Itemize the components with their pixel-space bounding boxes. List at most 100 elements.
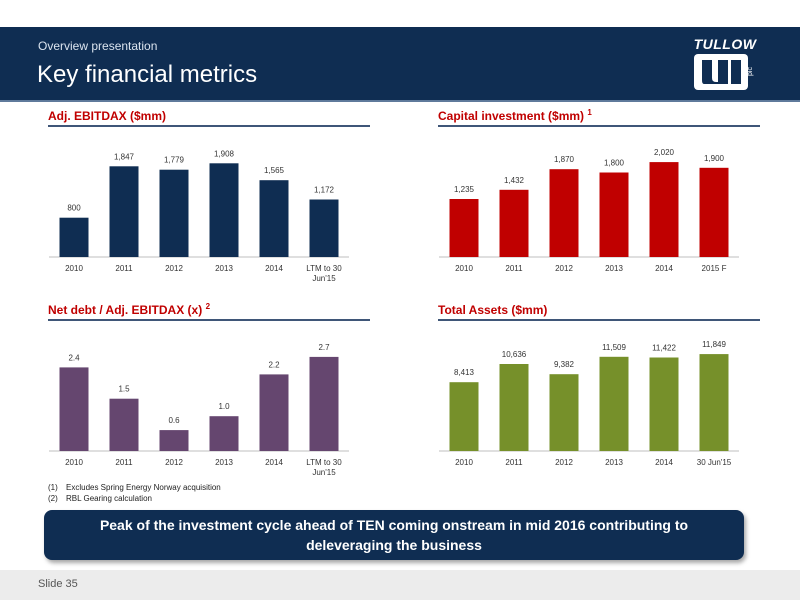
tick-label: 2014 [265, 458, 283, 467]
panel-title: Adj. EBITDAX ($mm) [48, 109, 167, 123]
data-label: 10,636 [502, 350, 527, 359]
bar [109, 398, 139, 451]
panel-title: Total Assets ($mm) [438, 303, 548, 317]
tick-label: 2011 [115, 458, 133, 467]
tick-label: 2014 [265, 264, 283, 273]
bar [699, 354, 729, 451]
netdebt-chart: 2.4 2010 1.5 2011 0.6 2012 1.0 2013 2.2 2014 2.7 LT… [49, 343, 349, 477]
bar [259, 180, 289, 257]
bar [159, 169, 189, 257]
tick-label: 2013 [605, 264, 623, 273]
tullow-logo: TULLOW plc [690, 36, 760, 92]
tick-label: 2014 [655, 458, 673, 467]
tick-label: 2013 [215, 264, 233, 273]
tick-label: LTM to 30 [306, 458, 342, 467]
slide-footer: Slide 35 [0, 570, 800, 600]
tick-label: 2011 [505, 264, 523, 273]
tick-label: 2013 [215, 458, 233, 467]
tick-label: 2010 [65, 458, 83, 467]
data-label: 1,235 [454, 185, 475, 194]
data-label: 2.2 [268, 360, 280, 369]
data-label: 2.4 [68, 353, 80, 362]
tick-label: 2012 [555, 458, 573, 467]
data-label: 1,870 [554, 155, 575, 164]
tick-label: Jun'15 [312, 274, 336, 283]
data-label: 2,020 [654, 148, 675, 157]
tick-label: 2012 [165, 458, 183, 467]
panel-title: Capital investment ($mm) 1 [438, 108, 592, 123]
slide-header: Overview presentation Key financial metr… [0, 27, 800, 102]
capex-chart: 1,235 2010 1,432 2011 1,870 2012 1,800 2013 2,02… [439, 148, 739, 273]
tick-label: 2013 [605, 458, 623, 467]
data-label: 1,800 [604, 159, 625, 168]
tick-label: 2010 [65, 264, 83, 273]
tick-label: LTM to 30 [306, 264, 342, 273]
data-label: 1,565 [264, 166, 285, 175]
data-label: 9,382 [554, 360, 575, 369]
panel-divider [438, 319, 760, 321]
logo-wordmark: TULLOW [693, 36, 757, 52]
data-label: 1,432 [504, 176, 525, 185]
bar [549, 169, 579, 257]
bar [309, 199, 339, 257]
panel-ebitdax: Adj. EBITDAX ($mm) 800 2010 1,847 2011 1,779… [48, 108, 370, 293]
tick-label: 2015 F [702, 264, 727, 273]
callout-text: Peak of the investment cycle ahead of TE… [99, 517, 689, 553]
bar [599, 172, 629, 257]
panel-divider [48, 125, 370, 127]
data-label: 1,908 [214, 149, 235, 158]
slide-number: Slide 35 [38, 578, 78, 590]
bar [649, 357, 679, 451]
panel-netdebt: Net debt / Adj. EBITDAX (x) 2 2.4 2010 1.5… [48, 302, 370, 487]
slide-title: Key financial metrics [37, 61, 258, 88]
tick-label: 2012 [165, 264, 183, 273]
tick-label: 30 Jun'15 [697, 458, 732, 467]
data-label: 800 [67, 204, 81, 213]
tick-label: Jun'15 [312, 468, 336, 477]
panel-title: Net debt / Adj. EBITDAX (x) 2 [48, 302, 211, 317]
panel-divider [48, 319, 370, 321]
bar [109, 166, 139, 257]
data-label: 0.6 [168, 416, 180, 425]
data-label: 11,849 [702, 340, 726, 349]
panel-divider [438, 125, 760, 127]
footnote: (1) Excludes Spring Energy Norway acquisi… [48, 483, 221, 492]
bar [699, 167, 729, 257]
data-label: 11,509 [602, 343, 626, 352]
tick-label: 2012 [555, 264, 573, 273]
bar [549, 374, 579, 451]
data-label: 8,413 [454, 368, 475, 377]
bar [59, 217, 89, 257]
bar [309, 356, 339, 451]
logo-suffix: plc [747, 67, 754, 76]
key-message-callout: Peak of the investment cycle ahead of TE… [44, 510, 744, 560]
ebitdax-chart: 800 2010 1,847 2011 1,779 2012 1,908 2013 1,565 2… [49, 149, 349, 283]
footnotes: (1) Excludes Spring Energy Norway acquisi… [48, 482, 221, 504]
tick-label: 2011 [505, 458, 523, 467]
logo-emblem-icon: plc [694, 54, 754, 90]
tick-label: 2010 [455, 264, 473, 273]
footnote: (2) RBL Gearing calculation [48, 494, 152, 503]
bar [209, 163, 239, 257]
data-label: 2.7 [318, 343, 330, 352]
bar [449, 199, 479, 257]
data-label: 1,172 [314, 186, 335, 195]
data-label: 1,900 [704, 154, 725, 163]
data-label: 1,779 [164, 156, 185, 165]
bar [499, 364, 529, 451]
data-label: 11,422 [652, 344, 676, 353]
tick-label: 2010 [455, 458, 473, 467]
bar [259, 374, 289, 451]
bar [209, 416, 239, 451]
bar [499, 189, 529, 257]
data-label: 1.0 [218, 402, 230, 411]
bar [649, 162, 679, 257]
data-label: 1.5 [118, 385, 130, 394]
presentation-subtitle: Overview presentation [38, 39, 158, 53]
bar [449, 382, 479, 451]
panel-capex: Capital investment ($mm) 1 1,235 2010 1,43… [438, 108, 760, 293]
tick-label: 2014 [655, 264, 673, 273]
data-label: 1,847 [114, 152, 135, 161]
bar [599, 356, 629, 451]
bar [159, 430, 189, 451]
